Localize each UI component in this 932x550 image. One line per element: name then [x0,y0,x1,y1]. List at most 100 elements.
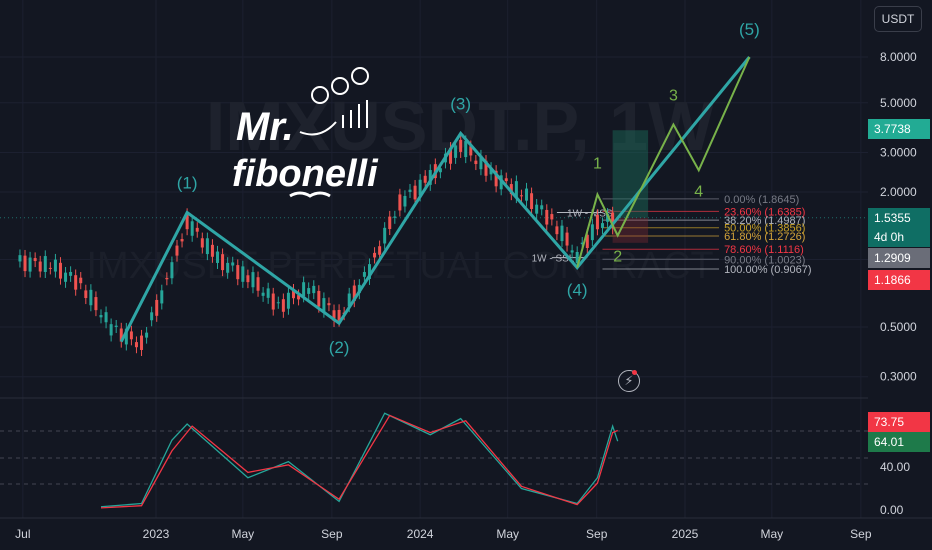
time-tick-label: May [496,527,519,541]
candle-body [438,168,442,173]
candle-body [595,214,599,230]
reference-price-badge: 1.2909 [868,248,930,268]
money-bag-icon [351,67,369,85]
candle-body [479,155,483,170]
candle-body [69,271,73,276]
candle-body [28,257,32,272]
time-tick-label: Jul [15,527,30,541]
candle-body [129,331,133,340]
candle-body [367,264,371,279]
candle-body [449,147,453,164]
candle-body [388,216,392,230]
candle-body [403,195,407,207]
minor-wave-label: 2 [613,248,622,265]
candle-body [231,262,235,266]
candle-body [134,342,138,348]
candle-body [79,277,83,284]
candle-body [525,188,529,201]
candle-body [155,299,159,316]
candle-body [33,258,37,262]
mss-label: 1W - MSS [567,209,613,220]
last-price-badge: 1.5355 [868,208,930,228]
logo-line2: fibonelli [232,153,379,195]
candle-body [428,170,432,185]
candle-body [64,272,68,282]
time-tick-label: May [761,527,784,541]
candle-body [281,299,285,312]
candlesticks [18,134,615,357]
price-tick-label: 0.5000 [880,320,917,334]
oscillator-tick-label: 40.00 [880,460,910,474]
candle-body [226,262,230,273]
candle-body [393,216,397,218]
candle-body [48,267,52,269]
fib-retracement[interactable]: 0.00% (1.8645)23.60% (1.6385)38.20% (1.4… [602,194,812,276]
candle-body [317,290,321,307]
major-wave-path [119,56,751,343]
candle-body [104,312,108,323]
money-bag-icon [331,77,349,95]
candle-body [266,288,270,298]
elliott-waves[interactable] [119,56,751,343]
major-wave-label: (4) [567,281,588,300]
candle-body [175,245,179,256]
candle-body [332,310,336,321]
time-tick-label: 2023 [143,527,170,541]
fib-level-label: 61.80% (1.2726) [724,231,805,243]
candle-body [216,251,220,263]
lightning-alert-icon[interactable]: ⚡ [618,370,640,392]
candle-body [38,261,42,272]
candle-body [271,293,275,310]
candle-body [99,315,103,318]
candle-body [210,244,214,257]
bar-countdown-badge: 4d 0h [868,227,930,247]
stop-zone [612,217,649,243]
candle-body [89,289,93,306]
candle-body [18,255,22,262]
candle-body [585,234,589,249]
candle-body [43,256,47,272]
currency-selector[interactable]: USDT [874,6,922,32]
candle-body [413,185,417,200]
candle-body [58,262,62,279]
candle-body [565,232,569,246]
candle-body [590,224,594,241]
candle-body [291,289,295,299]
candle-body [327,303,331,306]
price-tick-label: 3.0000 [880,146,917,160]
candle-body [469,146,473,156]
fib-level-label: 78.60% (1.1116) [724,244,804,256]
candle-body [119,328,123,342]
candle-body [200,238,204,248]
candle-body [236,265,240,280]
candle-body [580,242,584,245]
candle-body [297,295,301,300]
minor-wave-label: 3 [669,88,678,105]
ssl-label: 1W - SSL [532,254,575,265]
oscillator-tick-label: 0.00 [880,503,904,517]
candle-body [545,209,549,225]
candle-body [484,160,488,176]
candle-body [535,204,539,214]
minor-wave-label: 1 [593,155,602,172]
time-tick-label: 2025 [672,527,699,541]
logo-line1: Mr. [236,105,294,149]
candle-body [84,290,88,299]
candle-body [185,213,189,230]
candle-body [570,250,574,253]
price-tick-label: 5.0000 [880,96,917,110]
wave-labels: (1) (2) (3) (4) (5) 1 2 3 4 [177,20,760,357]
money-bag-icon [311,86,329,104]
major-wave-label: (5) [739,20,760,39]
candle-body [464,141,468,158]
candle-body [494,170,498,187]
candle-body [109,324,113,336]
time-tick-label: 2024 [407,527,434,541]
stoch-k-badge: 64.01 [868,432,930,452]
candle-body [180,239,184,242]
candle-body [195,227,199,232]
time-tick-label: May [232,527,255,541]
candle-body [373,252,377,258]
fib-level-label: 50.00% (1.3856) [724,223,805,235]
